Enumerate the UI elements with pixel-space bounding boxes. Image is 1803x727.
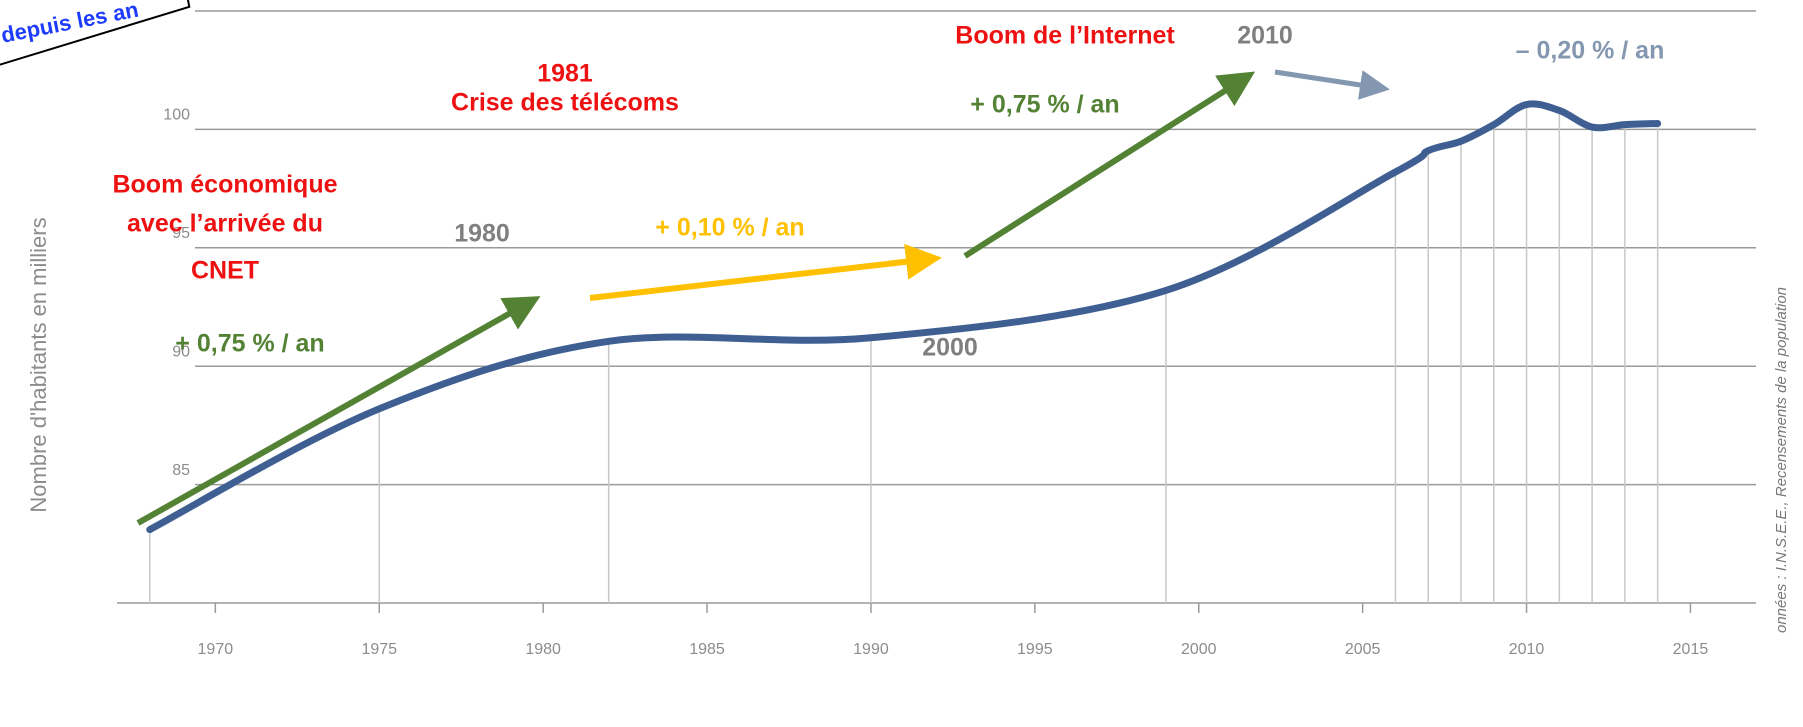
drop-lines <box>149 104 1659 603</box>
annotation: Boom de l’Internet <box>955 22 1175 50</box>
x-tick-label: 1975 <box>361 641 397 658</box>
annotation: avec l’arrivée du <box>127 210 323 238</box>
x-tick-label: 1995 <box>1017 641 1053 658</box>
annotation: + 0,10 % / an <box>655 214 804 242</box>
annotation: 1980 <box>454 220 510 248</box>
x-tick-label: 1990 <box>853 641 889 658</box>
x-tick-label: 2015 <box>1673 641 1709 658</box>
annotation: – 0,20 % / an <box>1516 37 1665 65</box>
y-axis-label: Nombre d'habitants en milliers <box>26 217 51 512</box>
arrow <box>136 296 541 526</box>
y-tick-label: 100 <box>163 107 190 124</box>
arrows <box>136 69 1390 526</box>
x-tick-label: 1985 <box>689 641 725 658</box>
x-tick-label: 1970 <box>198 641 234 658</box>
y-tick-label: 85 <box>172 462 190 479</box>
source: onnées : I.N.S.E.E., Recensements de la … <box>1773 287 1790 633</box>
arrow <box>1274 69 1390 100</box>
arrow <box>963 71 1256 259</box>
annotation: 2010 <box>1237 22 1293 50</box>
x-tick-label: 2005 <box>1345 641 1381 658</box>
y-tick-label: 90 <box>172 343 190 360</box>
y-tick-label: 95 <box>172 225 190 242</box>
x-tick-label: 1980 <box>525 641 561 658</box>
arrow <box>589 243 942 301</box>
x-tick-label: 2010 <box>1509 641 1545 658</box>
annotation: Boom économique <box>112 171 337 199</box>
annotation: + 0,75 % / an <box>175 330 324 358</box>
banner: depuis les an <box>0 0 191 70</box>
annotation: 1981 <box>537 60 593 88</box>
grid: 8590951001051970197519801985199019952000… <box>117 0 1756 658</box>
annotation: 2000 <box>922 334 978 362</box>
plot <box>146 100 1662 534</box>
annotation: CNET <box>191 257 259 285</box>
line <box>146 100 1662 534</box>
annotation: Crise des télécoms <box>451 89 679 117</box>
annotation: + 0,75 % / an <box>970 91 1119 119</box>
banner-box <box>0 0 191 70</box>
x-tick-label: 2000 <box>1181 641 1217 658</box>
